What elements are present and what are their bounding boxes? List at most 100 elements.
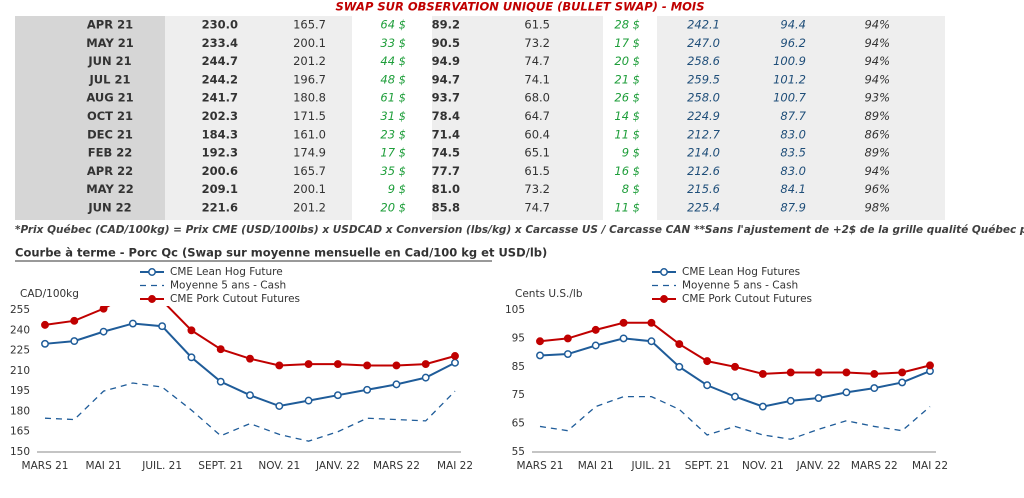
table-cell: 94.9 (432, 54, 460, 68)
data-point (130, 289, 136, 295)
data-point (563, 350, 572, 358)
x-tick-label: NOV. 21 (258, 460, 300, 472)
table-cell: 73.2 (524, 182, 550, 196)
legend-label: CME Lean Hog Future (170, 266, 283, 278)
table-cell: 94% (864, 36, 890, 50)
table-cell: 20 $ (380, 201, 406, 215)
data-point (842, 388, 851, 397)
table-cell: 26 $ (614, 91, 640, 105)
table-cell: 171.5 (293, 109, 326, 123)
y-tick-label: 240 (10, 324, 30, 336)
data-point (451, 358, 459, 367)
data-point (41, 320, 49, 329)
data-point (246, 391, 254, 400)
data-point (898, 378, 907, 387)
data-point (842, 368, 851, 377)
data-point (216, 377, 225, 386)
table-cell: DEC 21 (87, 127, 133, 141)
data-point (758, 369, 767, 378)
table-cell: 83.0 (780, 164, 806, 178)
y-tick-label: 150 (10, 446, 30, 458)
table-cell: 259.5 (687, 72, 720, 86)
data-point (786, 396, 795, 405)
table-bg (15, 16, 945, 220)
y-tick-label: 225 (10, 345, 30, 357)
table-cell: 93.7 (432, 91, 460, 105)
table-cell: 33 $ (380, 36, 406, 50)
legend-marker (660, 268, 668, 276)
table-cell: OCT 21 (87, 109, 133, 123)
data-point (536, 337, 544, 346)
data-point (363, 385, 372, 394)
table-cell: MAY 21 (86, 36, 134, 50)
data-point (99, 306, 108, 313)
table-cell: 244.7 (202, 54, 238, 68)
x-tick-label: SEPT. 21 (198, 460, 243, 472)
data-point (731, 362, 739, 371)
table-cell: 233.4 (202, 36, 238, 50)
data-point (814, 368, 823, 377)
table-cell: 225.4 (687, 201, 720, 215)
table-cell: 83.5 (780, 146, 806, 160)
table-cell: 23 $ (380, 127, 406, 141)
table-cell: 11 $ (614, 127, 640, 141)
table-cell: 61.5 (524, 18, 550, 32)
table-cell: 71.4 (432, 127, 460, 141)
table-cell: 212.6 (687, 164, 720, 178)
table-cell: 78.4 (432, 109, 460, 123)
data-point (731, 392, 739, 401)
y-tick-label: 75 (512, 389, 525, 401)
footnote: *Prix Québec (CAD/100kg) = Prix CME (USD… (15, 224, 1024, 236)
legend-label: Moyenne 5 ans - Cash (170, 280, 286, 292)
table-cell: 200.1 (293, 182, 326, 196)
table-cell: 93% (864, 91, 890, 105)
table-cell: 201.2 (293, 201, 326, 215)
table-cell: 221.6 (202, 201, 238, 215)
x-tick-label: NOV. 21 (742, 460, 784, 472)
table-cell: 16 $ (614, 164, 640, 178)
data-point (158, 322, 167, 331)
table-cell: 98% (864, 201, 890, 215)
y-tick-label: 95 (512, 332, 525, 344)
x-tick-label: MARS 21 (517, 460, 564, 472)
legend-label: CME Lean Hog Futures (682, 266, 800, 278)
table-cell: 64 $ (380, 18, 406, 32)
table-cell: 161.0 (293, 127, 326, 141)
y-axis-label: CAD/100kg (20, 288, 79, 300)
table-cell: 89% (864, 146, 890, 160)
data-point (275, 361, 284, 370)
section-title: Courbe à terme - Porc Qc (Swap sur moyen… (15, 246, 547, 260)
table-cell: 14 $ (614, 109, 640, 123)
data-point (898, 368, 907, 377)
data-point (421, 360, 430, 369)
table-cell: 31 $ (380, 109, 406, 123)
table-cell: 61 $ (380, 91, 406, 105)
x-tick-label: MAI 22 (437, 460, 473, 472)
table-cell: 64.7 (524, 109, 550, 123)
table-cell: 84.1 (780, 182, 806, 196)
table-cell: 35 $ (380, 164, 406, 178)
table-cell: FEB 22 (88, 146, 132, 160)
table-cell: 215.6 (687, 182, 720, 196)
table-cell: JUL 21 (89, 72, 131, 86)
x-tick-label: JUIL. 21 (631, 460, 672, 472)
legend-label: CME Pork Cutout Futures (170, 293, 300, 305)
table-cell: 202.3 (202, 109, 238, 123)
table-cell: 165.7 (293, 18, 326, 32)
table-cell: 17 $ (614, 36, 640, 50)
y-tick-label: 210 (10, 365, 30, 377)
series-line (44, 382, 456, 442)
legend-marker (148, 295, 156, 303)
table-cell: 81.0 (432, 182, 460, 196)
table-cell: 94% (864, 18, 890, 32)
table-cell: 201.2 (293, 54, 326, 68)
y-axis-label: Cents U.S./lb (515, 288, 583, 300)
data-point (758, 402, 767, 411)
data-point (675, 362, 684, 371)
table-cell: 65.1 (524, 146, 550, 160)
data-point (563, 334, 572, 343)
x-tick-label: MAI 22 (912, 460, 948, 472)
table-cell: 17 $ (380, 146, 406, 160)
data-point (591, 341, 600, 350)
